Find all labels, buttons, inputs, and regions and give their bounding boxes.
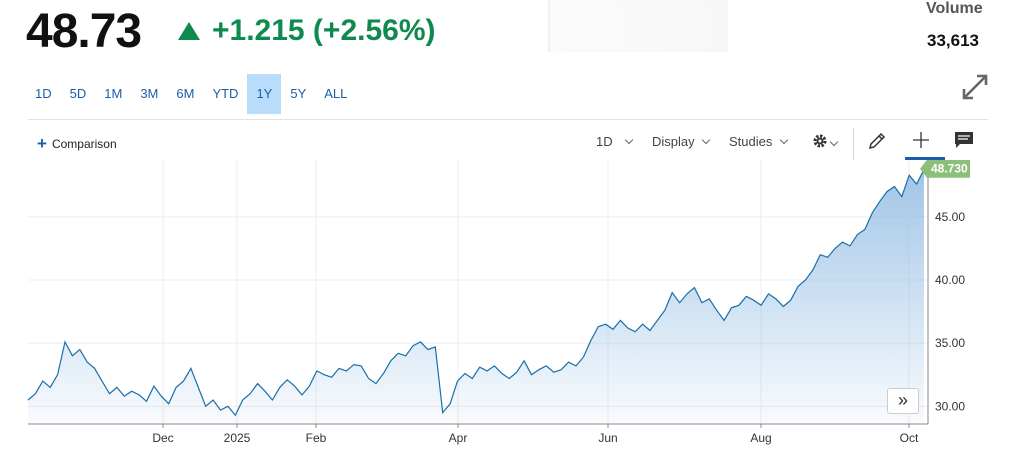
chevron-down-icon <box>829 137 839 147</box>
x-tick-label: Apr <box>449 431 468 445</box>
interval-label: 1D <box>596 134 613 149</box>
display-dropdown[interactable]: Display <box>652 134 711 149</box>
range-5y[interactable]: 5Y <box>290 86 307 101</box>
interval-dropdown[interactable]: 1D <box>596 134 634 149</box>
last-price: 48.73 <box>26 5 142 58</box>
y-axis-labels: 30.00 35.00 40.00 45.00 <box>935 210 965 413</box>
up-arrow-icon <box>178 22 200 40</box>
crosshair-icon[interactable] <box>911 130 931 150</box>
range-6m[interactable]: 6M <box>176 86 195 101</box>
studies-dropdown[interactable]: Studies <box>729 134 789 149</box>
chevron-down-icon <box>779 135 789 145</box>
gear-icon <box>813 134 827 148</box>
y-tick-label: 45.00 <box>935 210 965 224</box>
header-divider <box>28 119 988 120</box>
range-3m[interactable]: 3M <box>140 86 159 101</box>
x-tick-label: Oct <box>900 431 919 445</box>
range-1d[interactable]: 1D <box>35 86 52 101</box>
crosshair-active-indicator <box>905 157 945 160</box>
display-label: Display <box>652 134 695 149</box>
price-chart[interactable]: Dec 2025 Feb Apr Jun Aug Oct 30.00 35.00 40.00 45… <box>0 160 1009 451</box>
x-tick-label: Aug <box>750 431 771 445</box>
x-tick-label: Dec <box>152 431 173 445</box>
expand-icon[interactable] <box>962 74 988 100</box>
range-selector: 1D 5D 1M 3M 6M YTD 1Y 5Y ALL <box>26 74 356 114</box>
y-tick-label: 35.00 <box>935 336 965 350</box>
range-5d[interactable]: 5D <box>69 86 87 101</box>
comparison-label: Comparison <box>51 137 117 151</box>
price-change: +1.215 (+2.56%) <box>178 14 436 48</box>
range-1m[interactable]: 1M <box>104 86 123 101</box>
x-axis-labels: Dec 2025 Feb Apr Jun Aug Oct <box>152 424 919 445</box>
toolbar-separator <box>853 128 854 160</box>
comment-icon[interactable] <box>954 131 974 149</box>
range-1y[interactable]: 1Y <box>247 74 282 114</box>
x-tick-label: Jun <box>598 431 617 445</box>
x-tick-label: 2025 <box>224 431 251 445</box>
scroll-to-latest-button[interactable]: » <box>887 388 919 414</box>
price-area <box>28 169 924 424</box>
draw-pencil-icon[interactable] <box>867 131 887 151</box>
ticker-fade-panel <box>548 0 728 52</box>
y-tick-label: 30.00 <box>935 399 965 413</box>
chevron-down-icon <box>702 135 711 145</box>
settings-button[interactable] <box>812 133 842 151</box>
chevron-down-icon <box>625 135 634 145</box>
price-change-value: +1.215 (+2.56%) <box>212 14 436 47</box>
comparison-button[interactable]: + Comparison <box>37 134 117 153</box>
x-tick-label: Feb <box>306 431 327 445</box>
last-price-badge: 48.730 <box>920 160 970 178</box>
plus-icon: + <box>37 134 47 153</box>
studies-label: Studies <box>729 134 773 149</box>
double-chevron-right-icon: » <box>897 390 908 410</box>
range-all[interactable]: ALL <box>324 86 348 101</box>
last-price-badge-label: 48.730 <box>931 162 968 176</box>
volume-label: Volume <box>926 0 983 17</box>
range-ytd[interactable]: YTD <box>212 86 239 101</box>
volume-value: 33,613 <box>927 31 979 50</box>
price-line <box>27 169 925 417</box>
y-tick-label: 40.00 <box>935 273 965 287</box>
